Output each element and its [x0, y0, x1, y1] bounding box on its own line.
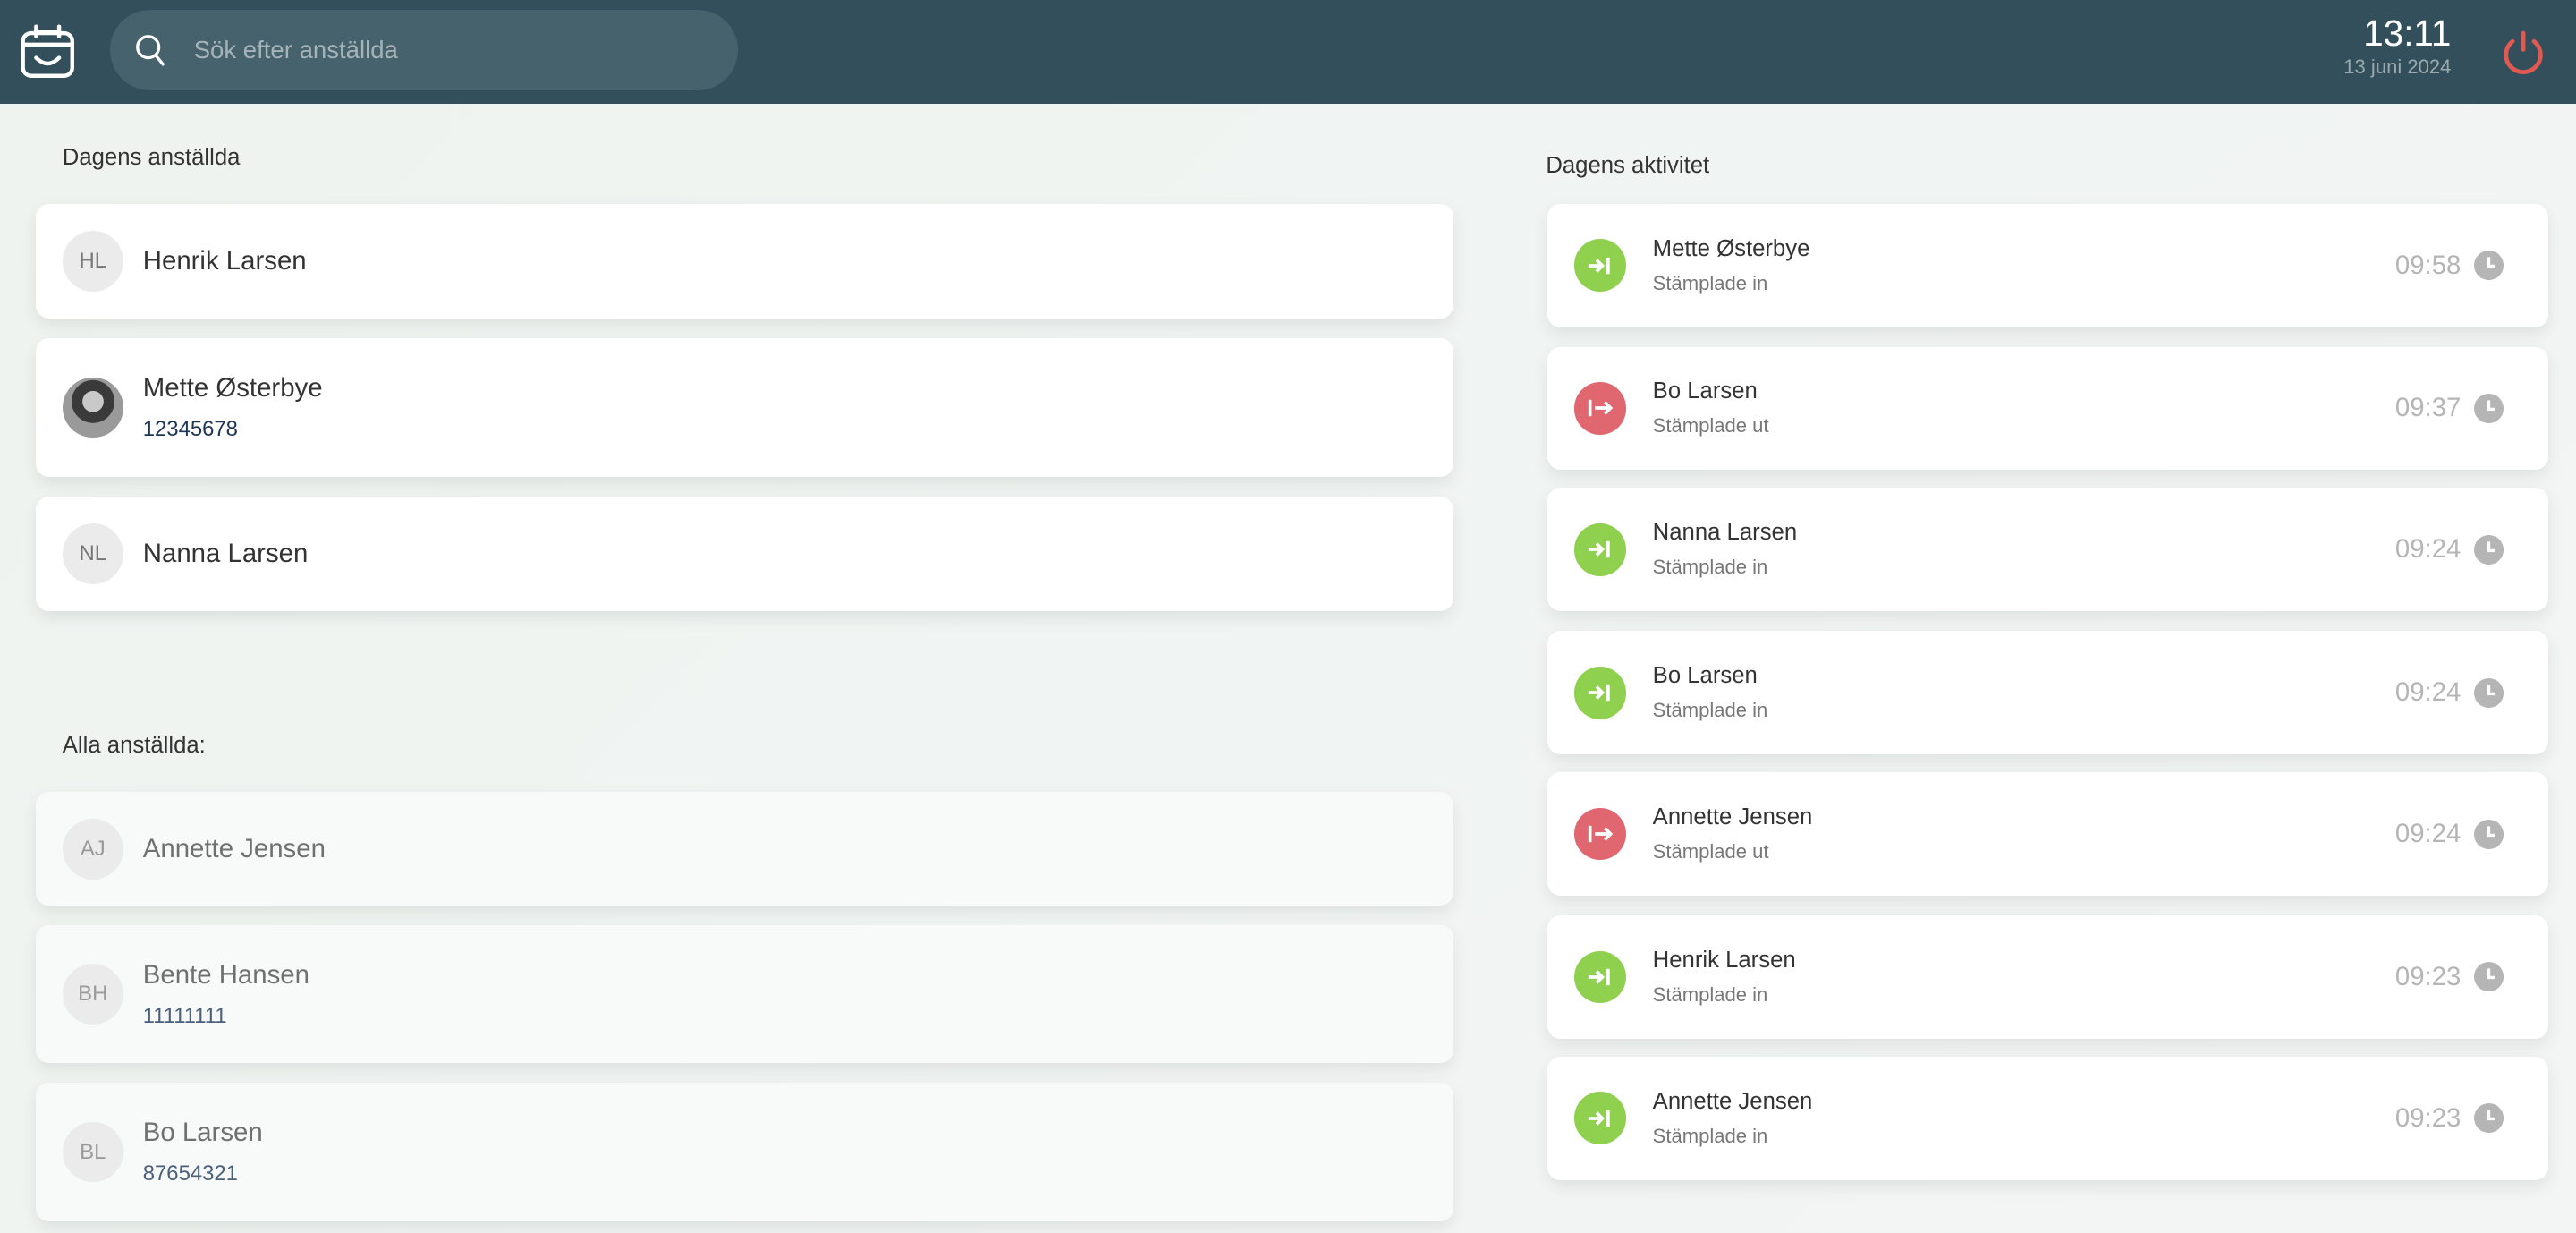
activity-status: Stämplade in [1652, 699, 1768, 722]
activity-employee-name: Bo Larsen [1652, 378, 1758, 404]
activity-status: Stämplade in [1652, 556, 1768, 579]
activity-status: Stämplade in [1652, 1124, 1768, 1147]
activity-time: 09:24 [2394, 819, 2462, 849]
clock-in-icon [1573, 950, 1627, 1004]
clock-icon [2474, 962, 2504, 992]
employee-card[interactable]: HL Henrik Larsen [36, 203, 1454, 319]
current-time: 13:11 [2363, 12, 2452, 54]
clock-in-icon [1573, 1092, 1627, 1145]
activity-card[interactable]: Bo Larsen Stämplade in 09:24 [1547, 631, 2548, 755]
activity-employee-name: Mette Østerbye [1652, 235, 1810, 261]
employee-name: Nanna Larsen [142, 538, 309, 568]
activity-employee-name: Henrik Larsen [1652, 947, 1796, 973]
activity-time: 09:24 [2394, 534, 2462, 565]
activity-title: Dagens aktivitet [1546, 152, 1710, 178]
avatar: NL [62, 523, 123, 584]
activity-time: 09:37 [2394, 393, 2462, 423]
avatar: BH [62, 964, 123, 1025]
top-bar: 13:11 13 juni 2024 [0, 0, 2576, 104]
employee-name: Mette Østerbye [142, 373, 323, 404]
current-date: 13 juni 2024 [2343, 55, 2452, 79]
clock: 13:11 13 juni 2024 [2343, 13, 2451, 80]
clock-icon [2474, 251, 2504, 281]
activity-status: Stämplade ut [1652, 840, 1769, 863]
search-input[interactable] [191, 34, 691, 66]
employee-number: 12345678 [142, 416, 238, 441]
clock-out-icon [1573, 807, 1627, 861]
clock-icon [2474, 534, 2504, 565]
activity-employee-name: Bo Larsen [1652, 663, 1758, 689]
employee-name: Bente Hansen [142, 959, 309, 990]
power-icon[interactable] [2494, 23, 2553, 82]
clock-in-icon [1573, 523, 1627, 576]
activity-card[interactable]: Annette Jensen Stämplade in 09:23 [1547, 1056, 2548, 1180]
avatar-photo [62, 377, 123, 438]
avatar: AJ [62, 818, 123, 880]
employee-card[interactable]: BL Bo Larsen 87654321 [36, 1083, 1454, 1221]
employee-card[interactable]: Mette Østerbye 12345678 [36, 338, 1454, 477]
activity-employee-name: Annette Jensen [1652, 1088, 1813, 1114]
calendar-smile-logo-icon[interactable] [20, 23, 75, 79]
header-divider [2469, 0, 2471, 104]
clock-in-icon [1573, 239, 1627, 292]
activity-time: 09:23 [2394, 961, 2462, 991]
activity-card[interactable]: Henrik Larsen Stämplade in 09:23 [1547, 915, 2548, 1039]
employee-card[interactable]: NL Nanna Larsen [36, 496, 1454, 612]
clock-icon [2474, 819, 2504, 849]
activity-time: 09:58 [2394, 250, 2462, 280]
clock-icon [2474, 393, 2504, 423]
activity-employee-name: Nanna Larsen [1652, 520, 1798, 546]
activity-card[interactable]: Bo Larsen Stämplade ut 09:37 [1547, 346, 2548, 471]
all-employees-title: Alla anställda: [62, 733, 206, 759]
employee-name: Henrik Larsen [142, 246, 307, 276]
employee-card[interactable]: AJ Annette Jensen [36, 792, 1454, 906]
activity-time: 09:23 [2394, 1102, 2462, 1133]
activity-status: Stämplade in [1652, 982, 1768, 1006]
clock-out-icon [1573, 382, 1627, 435]
search-icon [135, 34, 165, 66]
activity-card[interactable]: Annette Jensen Stämplade ut 09:24 [1547, 772, 2548, 896]
activity-card[interactable]: Nanna Larsen Stämplade in 09:24 [1547, 488, 2548, 612]
avatar: BL [62, 1121, 123, 1183]
activity-status: Stämplade ut [1652, 414, 1769, 438]
employee-number: 87654321 [142, 1161, 238, 1186]
clock-icon [2474, 677, 2504, 708]
search-bar[interactable] [110, 10, 738, 90]
employee-name: Annette Jensen [142, 833, 326, 863]
activity-status: Stämplade in [1652, 271, 1768, 294]
clock-in-icon [1573, 666, 1627, 719]
employee-number: 11111111 [142, 1003, 227, 1028]
employee-card[interactable]: BH Bente Hansen 11111111 [36, 925, 1454, 1064]
avatar: HL [62, 231, 123, 292]
activity-time: 09:24 [2394, 677, 2462, 708]
activity-employee-name: Annette Jensen [1652, 804, 1813, 830]
clock-icon [2474, 1103, 2504, 1134]
employee-name: Bo Larsen [142, 1118, 263, 1148]
activity-card[interactable]: Mette Østerbye Stämplade in 09:58 [1547, 203, 2548, 327]
today-employees-title: Dagens anställda [62, 144, 241, 170]
